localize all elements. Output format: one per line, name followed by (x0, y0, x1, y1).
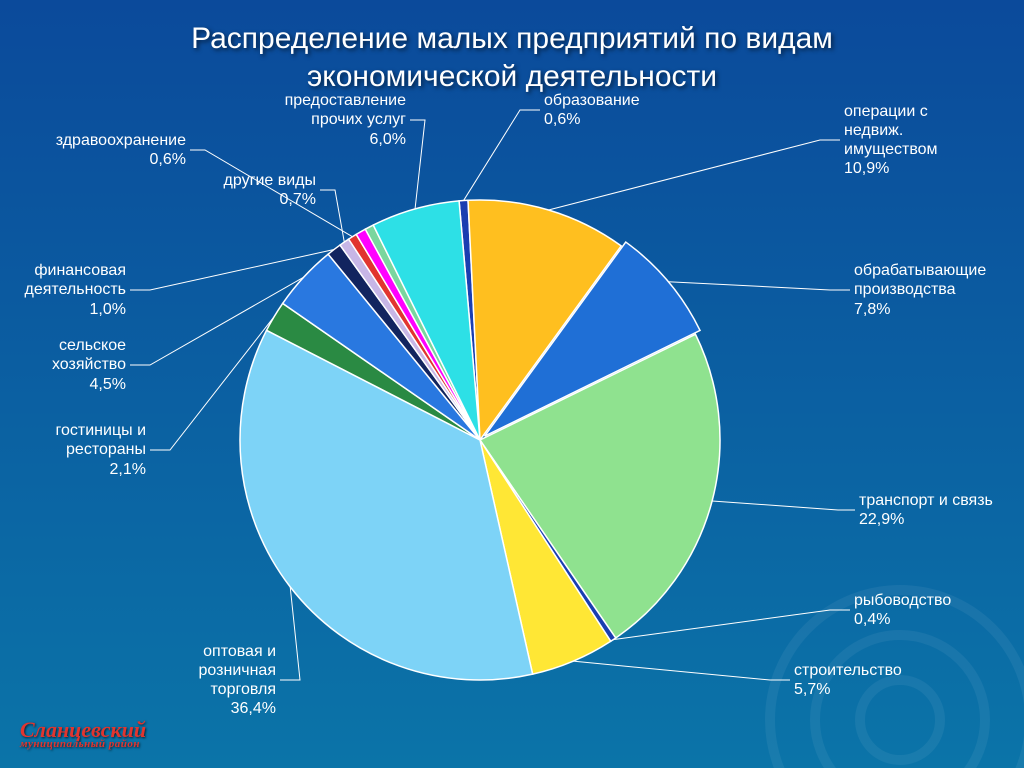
logo: Сланцевский муниципальный район (20, 720, 146, 750)
pie-label: операции снедвиж.имуществом10,9% (844, 102, 938, 179)
pie-label: рыбоводство0,4% (854, 591, 951, 629)
leader-line (573, 661, 790, 680)
pie-label: другие виды0,7% (224, 171, 316, 209)
leader-line (668, 282, 850, 290)
pie-label: сельскоехозяйство4,5% (52, 336, 126, 394)
leader-line (410, 120, 425, 209)
leader-line (613, 610, 850, 640)
leader-line (320, 190, 344, 242)
pie-label: оптовая ирозничнаяторговля36,4% (199, 642, 276, 719)
leader-line (549, 140, 840, 210)
pie-label: здравоохранение0,6% (56, 131, 186, 169)
pie-label: транспорт и связь22,9% (859, 491, 993, 529)
leader-line (280, 587, 300, 680)
pie-label: финансоваядеятельность1,0% (25, 261, 126, 319)
pie-label: гостиницы ирестораны2,1% (56, 421, 146, 479)
pie-label: обрабатывающиепроизводства7,8% (854, 261, 986, 319)
logo-sub: муниципальный район (20, 740, 146, 750)
leader-line (712, 501, 855, 510)
pie-label: строительство5,7% (794, 661, 902, 699)
leader-line (464, 110, 540, 201)
slide-stage: Распределение малых предприятий по видам… (0, 0, 1024, 768)
pie-label: предоставлениепрочих услуг6,0% (285, 91, 406, 149)
pie-label: образование0,6% (544, 91, 640, 129)
